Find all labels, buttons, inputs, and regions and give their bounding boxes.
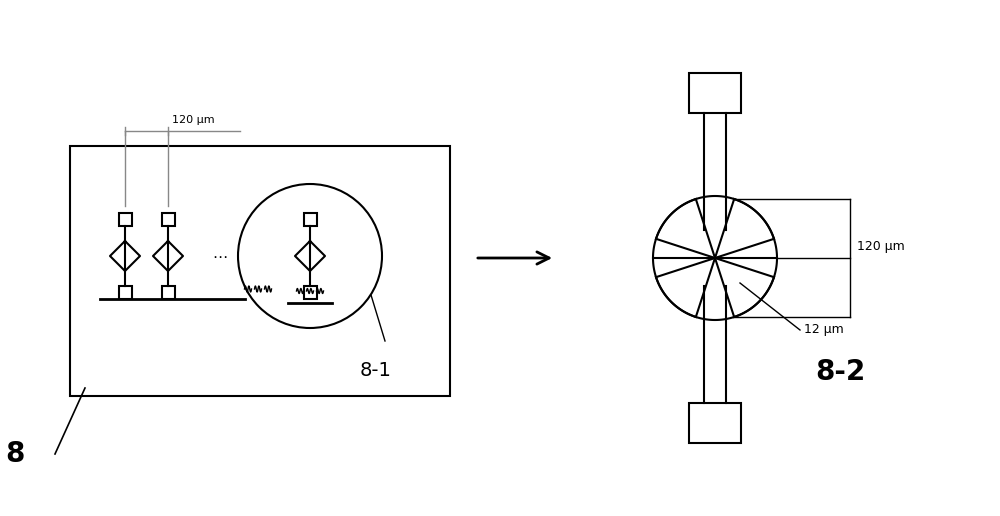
Text: 120 μm: 120 μm — [857, 240, 905, 253]
Bar — [119, 213, 132, 226]
Bar — [689, 403, 741, 443]
Text: 8-1: 8-1 — [360, 361, 392, 380]
Bar — [119, 286, 132, 299]
Bar — [162, 213, 175, 226]
Text: 8-2: 8-2 — [815, 358, 865, 386]
Bar — [304, 286, 316, 299]
Text: $\cdots$: $\cdots$ — [212, 249, 228, 264]
Bar — [70, 146, 450, 396]
Bar — [689, 73, 741, 113]
Text: 120 μm: 120 μm — [172, 115, 215, 125]
Bar — [304, 213, 316, 226]
Text: 12 μm: 12 μm — [804, 324, 844, 336]
Text: 8: 8 — [5, 440, 24, 468]
Bar — [162, 286, 175, 299]
